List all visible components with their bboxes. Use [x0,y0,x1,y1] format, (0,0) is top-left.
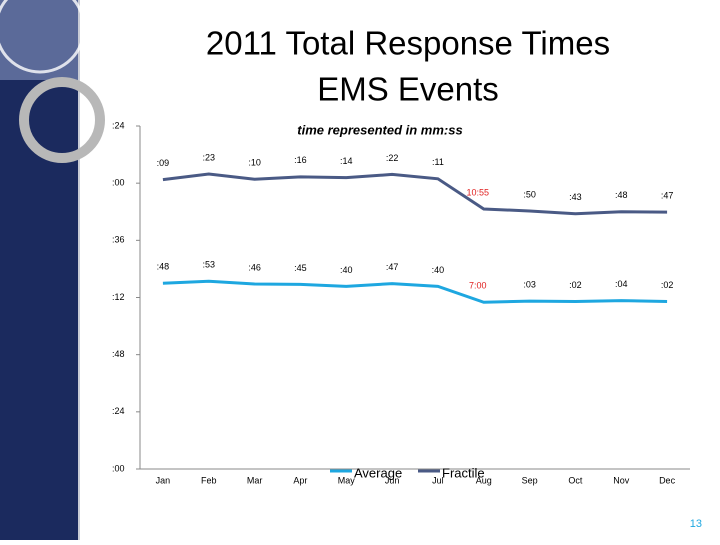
x-tick-label: Jun [385,475,400,485]
series-line [162,279,668,304]
data-label: :04 [615,279,628,289]
data-label: :47 [661,191,674,201]
deco-ring [19,77,105,163]
y-tick-label: :24 [112,120,125,130]
legend-label: Fractile [442,465,485,480]
data-label: :16 [294,155,307,165]
data-label: 7:00 [469,281,487,291]
x-tick-label: Jul [432,475,444,485]
y-tick-label: :00 [112,463,125,473]
data-label: :09 [157,158,170,168]
y-tick-label: :12 [112,292,125,302]
data-label: :02 [569,280,582,290]
data-label: :48 [615,190,628,200]
x-tick-label: May [338,475,356,485]
series-line [162,172,668,216]
data-label: :40 [340,265,353,275]
x-tick-label: Apr [293,475,307,485]
legend-label: Average [354,465,402,480]
y-tick-label: :00 [112,178,125,188]
title-line: 2011 Total Response Times [206,25,610,62]
corner-block [0,0,78,80]
data-label: :11 [432,157,444,167]
data-label: :02 [661,280,674,290]
data-label: :45 [294,263,307,273]
title-line: EMS Events [317,71,499,108]
data-label: :03 [523,279,536,289]
data-label: 10:55 [466,187,489,197]
x-tick-label: Dec [659,475,676,485]
x-tick-label: Sep [522,475,538,485]
deco-ring [0,0,86,74]
data-label: :53 [202,260,215,270]
subtitle: time represented in mm:ss [297,122,462,137]
x-tick-label: Mar [247,475,263,485]
y-tick-label: :48 [112,349,125,359]
x-tick-label: Nov [613,475,630,485]
x-tick-label: Aug [476,475,492,485]
data-label: :48 [157,262,170,272]
page-number: 13 [690,518,702,530]
x-tick-label: Jan [156,475,171,485]
data-label: :22 [386,153,399,163]
data-label: :23 [202,152,215,162]
data-label: :10 [248,158,261,168]
data-label: :50 [523,189,536,199]
data-label: :40 [432,265,445,275]
y-tick-label: :24 [112,406,125,416]
data-label: :46 [248,262,261,272]
x-tick-label: Oct [568,475,583,485]
x-tick-label: Feb [201,475,217,485]
data-label: :47 [386,262,399,272]
data-label: :14 [340,156,353,166]
side-border [78,0,80,540]
data-label: :43 [569,192,582,202]
y-tick-label: :36 [112,235,125,245]
